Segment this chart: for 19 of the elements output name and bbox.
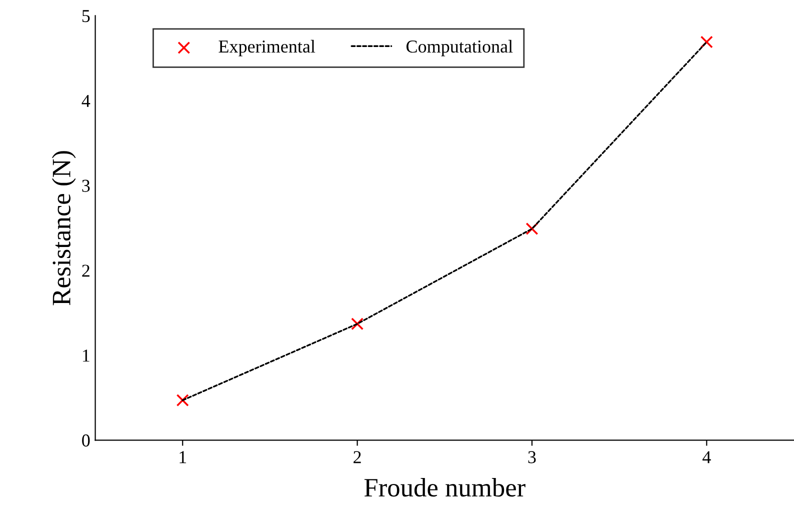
- y-tick-label: 4: [82, 94, 90, 107]
- x-tick-label: 2: [354, 451, 361, 464]
- y-tick-label: 3: [82, 180, 90, 192]
- x-tick-label: 3: [528, 451, 536, 464]
- x-axis-title: Froude number: [364, 478, 526, 497]
- x-tick-label: 1: [180, 451, 186, 464]
- y-tick-label: 2: [82, 264, 90, 277]
- y-tick-label: 1: [82, 350, 90, 362]
- point: [526, 222, 538, 236]
- legend-label: Computational: [406, 40, 513, 56]
- point: [700, 36, 713, 48]
- point: [351, 318, 364, 330]
- y-tick-label: 0: [82, 434, 90, 447]
- line-series: [182, 41, 708, 402]
- point: [176, 394, 189, 407]
- y-axis-title: Resistance (N): [52, 151, 76, 306]
- x-tick-label: 4: [702, 451, 711, 464]
- legend-label: Experimental: [218, 40, 316, 56]
- y-tick-label: 5: [82, 10, 90, 22]
